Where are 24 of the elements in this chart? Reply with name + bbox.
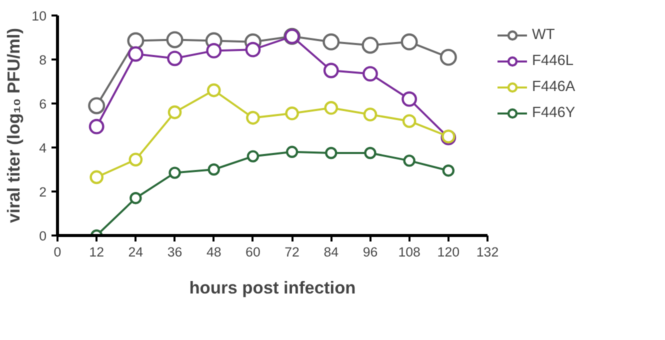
x-tick-label: 108 [398,244,420,260]
x-tick-label: 84 [324,244,340,260]
x-tick-label: 60 [246,244,260,260]
y-axis-title: viral titer (log₁₀ PFU/ml) [4,28,24,224]
x-tick-label: 24 [128,244,144,260]
x-tick-label: 120 [437,244,460,260]
x-tick-label: 132 [476,244,499,260]
x-tick-label: 36 [167,244,182,260]
x-tick-label: 12 [89,244,104,260]
y-tick-label: 2 [39,184,47,200]
x-tick-label: 0 [54,244,62,260]
legend-label: WT [532,27,555,43]
legend-label: F446A [532,79,576,95]
y-tick-label: 10 [32,8,47,24]
x-tick-label: 72 [284,244,300,260]
legend-label: F446L [532,53,574,69]
y-tick-label: 8 [39,52,47,68]
legend-label: F446Y [532,105,576,121]
x-tick-label: 96 [362,244,378,260]
y-tick-label: 0 [39,228,47,244]
y-tick-label: 4 [39,140,48,156]
x-tick-label: 48 [206,244,222,260]
x-axis-title: hours post infection [189,278,356,298]
y-tick-label: 6 [39,96,47,112]
